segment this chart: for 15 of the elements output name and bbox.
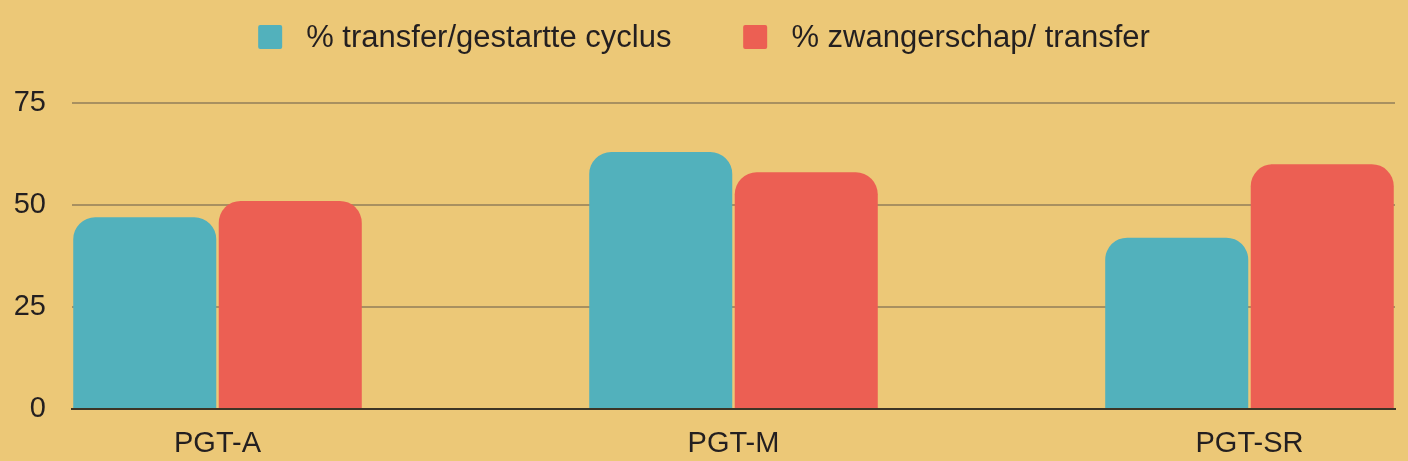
- y-tick-label: 25: [13, 289, 46, 321]
- bar: [218, 200, 362, 408]
- x-tick-label: PGT-M: [687, 426, 780, 459]
- bar: [73, 217, 217, 408]
- bar: [589, 151, 733, 408]
- y-tick-label: 0: [29, 391, 46, 423]
- x-tick-label: PGT-A: [174, 426, 262, 459]
- y-tick-label: 75: [13, 85, 46, 117]
- bar: [1105, 237, 1249, 408]
- bar: [1250, 164, 1394, 408]
- legend-label: % zwangerschap/ transfer: [791, 19, 1150, 55]
- bar: [734, 172, 878, 408]
- y-tick-label: 50: [13, 187, 46, 219]
- x-tick-label: PGT-SR: [1195, 426, 1304, 459]
- legend-label: % transfer/gestartte cyclus: [306, 19, 672, 55]
